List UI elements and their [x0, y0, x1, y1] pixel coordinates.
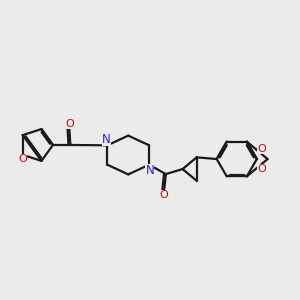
Text: O: O — [257, 144, 266, 154]
Text: O: O — [18, 154, 27, 164]
Text: O: O — [160, 190, 169, 200]
Text: N: N — [146, 164, 154, 177]
Text: O: O — [257, 164, 266, 174]
Text: N: N — [102, 134, 111, 146]
Text: O: O — [65, 119, 74, 129]
